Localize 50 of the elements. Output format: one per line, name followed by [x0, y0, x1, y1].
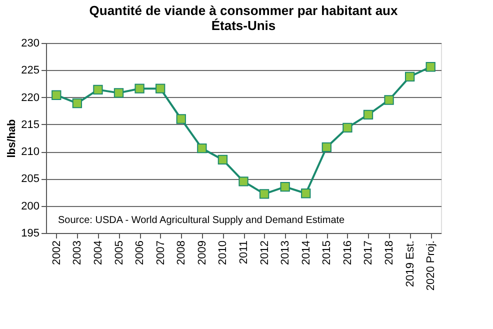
point	[197, 143, 207, 154]
x-tick-label: 2014	[300, 240, 312, 265]
x-tick-label: 2005	[113, 240, 126, 265]
y-tick-label: 210	[21, 146, 40, 158]
point	[426, 62, 436, 72]
y-tick-label: 220	[21, 92, 40, 104]
point	[384, 95, 394, 105]
point	[114, 88, 124, 98]
point	[280, 182, 290, 192]
x-tick-label: 2007	[154, 240, 167, 265]
y-axis-title: lbs/hab	[6, 118, 18, 158]
point	[176, 114, 186, 124]
x-tick-label: 2010	[217, 240, 230, 265]
x-tick-label: 2009	[196, 240, 208, 265]
y-tick-label: 230	[21, 38, 40, 50]
x-tick-label: 2013	[280, 240, 292, 265]
point	[93, 84, 103, 95]
x-tick-label: 2008	[176, 240, 188, 265]
point	[52, 90, 62, 100]
x-tick-label: 2018	[384, 240, 396, 265]
y-tick-label: 205	[21, 173, 40, 186]
text: États-Unis	[211, 18, 276, 33]
x-tick-label: 2017	[362, 240, 375, 265]
point	[134, 84, 144, 94]
point	[218, 154, 228, 165]
x-tick-label: 2016	[342, 240, 354, 265]
y-tick-label: 200	[21, 200, 40, 212]
y-tick-label: 215	[21, 118, 40, 131]
x-tick-label: 2011	[238, 240, 250, 264]
point	[342, 122, 352, 133]
point	[72, 98, 82, 108]
x-tick-label: 2015	[321, 240, 334, 265]
x-tick-label: 2003	[72, 240, 84, 265]
x-tick-label: 2012	[258, 240, 271, 265]
point	[301, 188, 311, 198]
x-tick-label: 2006	[134, 240, 146, 265]
point	[404, 72, 415, 82]
y-tick-label: 225	[21, 64, 40, 77]
x-tick-label: 2004	[92, 240, 104, 265]
point	[363, 110, 374, 120]
point	[238, 176, 248, 186]
point	[156, 84, 166, 94]
y-tick-label: 195	[21, 228, 40, 240]
point	[322, 142, 332, 152]
text: Quantité de viande à consommer par habitant aux	[89, 3, 398, 18]
x-tick-label: 2002	[50, 240, 63, 265]
point	[259, 189, 270, 199]
x-tick-label: 2019 Est.	[404, 240, 416, 287]
x-tick-label: 2020 Proj.	[425, 240, 438, 291]
annotation: Source: USDA - World Agricultural Supply and Demand Estimate	[58, 215, 346, 226]
